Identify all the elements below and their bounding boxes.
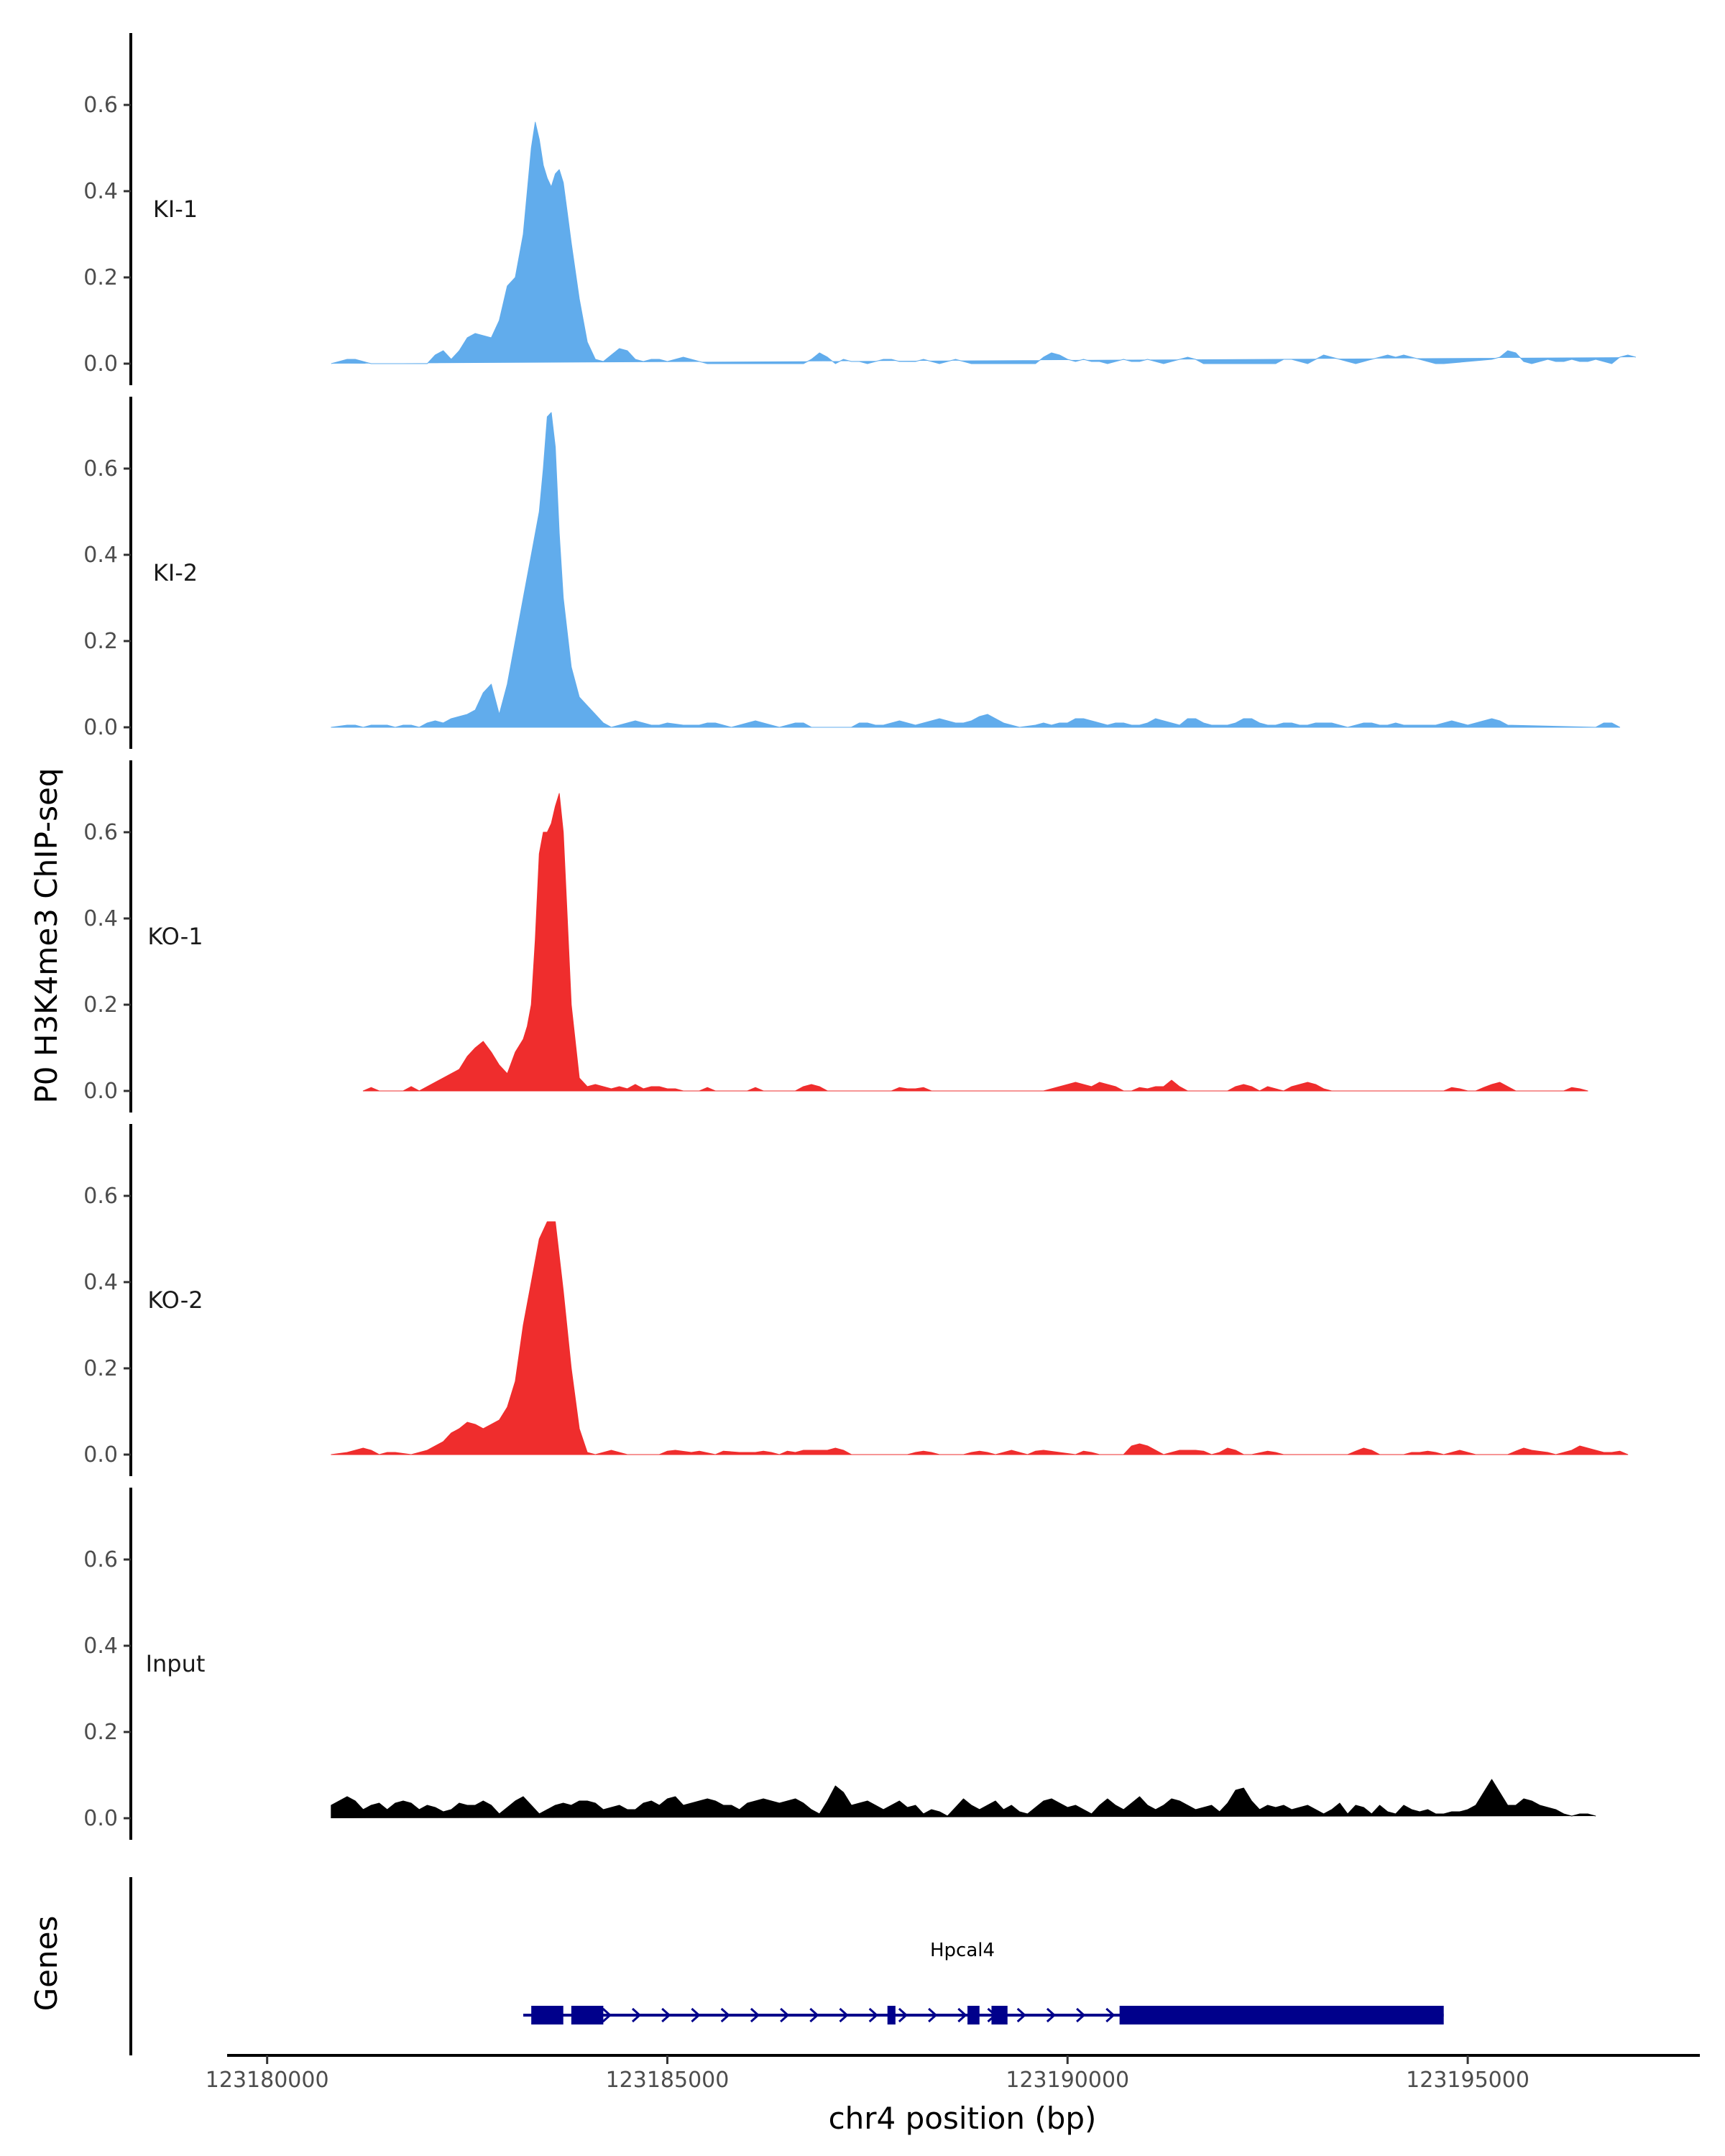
gene-panel: 123180000 123185000 123190000 123195000 Hpc…	[129, 1877, 1700, 2093]
y-tick-label: 0.4	[83, 1270, 118, 1295]
y-tick-label: 0.2	[83, 992, 118, 1018]
coverage-area	[331, 1221, 1629, 1455]
strand-arrow	[1016, 2007, 1026, 2023]
strand-arrow	[780, 2007, 790, 2023]
y-tick-label: 0.4	[83, 543, 118, 568]
y-tick-label: 0.2	[83, 629, 118, 654]
y-tick-label: 0.2	[83, 1356, 118, 1381]
track-ki-2: 0.0 0.2 0.4 0.6 KI-2	[83, 397, 1621, 749]
y-tick-label: 0.2	[83, 265, 118, 290]
strand-arrow	[750, 2007, 760, 2023]
strand-arrow	[928, 2007, 938, 2023]
strand-arrow	[868, 2007, 878, 2023]
y-tick-label: 0.0	[83, 351, 118, 377]
strand-arrow	[1076, 2007, 1086, 2023]
y-tick-label: 0.6	[83, 456, 118, 482]
y-tick-label: 0.4	[83, 1634, 118, 1659]
coverage-area	[331, 1779, 1596, 1818]
strand-arrow	[809, 2007, 819, 2023]
x-axis-title: chr4 position (bp)	[829, 2101, 1097, 2136]
track-input: 0.0 0.2 0.4 0.6 Input	[83, 1488, 1596, 1840]
genes-axis-title: Genes	[29, 1916, 64, 2012]
y-tick-label: 0.6	[83, 1547, 118, 1572]
track-label: Input	[146, 1650, 206, 1677]
gene-name-label: Hpcal4	[930, 1940, 995, 1961]
x-tick-label: 123195000	[1406, 2068, 1530, 2093]
y-tick-label: 0.0	[83, 1806, 118, 1831]
strand-arrow	[720, 2007, 730, 2023]
gene-exon	[571, 2006, 604, 2024]
y-tick-label: 0.6	[83, 820, 118, 845]
x-tick-label: 123190000	[1006, 2068, 1129, 2093]
x-tick-label: 123185000	[606, 2068, 730, 2093]
strand-arrow	[631, 2007, 642, 2023]
track-label: KO-2	[147, 1286, 203, 1314]
y-tick-label: 0.0	[83, 715, 118, 740]
gene-exon	[887, 2006, 896, 2024]
strand-arrow	[1105, 2007, 1116, 2023]
gene-exon	[1119, 2006, 1444, 2024]
y-tick-label: 0.2	[83, 1720, 118, 1745]
strand-arrow	[691, 2007, 701, 2023]
coverage-area	[331, 412, 1621, 728]
y-tick-label: 0.4	[83, 179, 118, 204]
gene-model	[523, 2006, 1444, 2024]
gene-exon	[531, 2006, 564, 2024]
track-label: KI-1	[153, 195, 198, 223]
y-tick-label: 0.0	[83, 1442, 118, 1468]
y-tick-label: 0.4	[83, 906, 118, 931]
coverage-area	[362, 793, 1588, 1092]
tracks: 0.00.20.40.6KI-10.00.20.40.6KI-20.00.20.…	[83, 33, 1637, 1840]
y-axis-title: P0 H3K4me3 ChIP-seq	[29, 768, 64, 1103]
track-ki-1: 0.0 0.2 0.4 0.6 KI-1	[83, 33, 1637, 385]
gene-exon	[967, 2006, 980, 2024]
strand-arrow	[661, 2007, 671, 2023]
strand-arrow	[839, 2007, 849, 2023]
y-tick-label: 0.6	[83, 1184, 118, 1209]
track-ko-2: 0.0 0.2 0.4 0.6 KO-2	[83, 1124, 1629, 1476]
y-tick-label: 0.0	[83, 1079, 118, 1104]
strand-arrow	[957, 2007, 967, 2023]
strand-arrow	[1046, 2007, 1057, 2023]
coverage-area	[331, 121, 1637, 364]
x-ticks: 123180000 123185000 123190000 123195000	[206, 2055, 1530, 2093]
track-label: KI-2	[153, 559, 198, 586]
y-tick-label: 0.6	[83, 93, 118, 118]
strand-arrow	[898, 2007, 908, 2023]
track-ko-1: 0.0 0.2 0.4 0.6 KO-1	[83, 760, 1588, 1112]
x-tick-label: 123180000	[206, 2068, 329, 2093]
strand-arrow	[602, 2007, 612, 2023]
gene-exon	[991, 2006, 1008, 2024]
track-label: KO-1	[147, 923, 203, 950]
